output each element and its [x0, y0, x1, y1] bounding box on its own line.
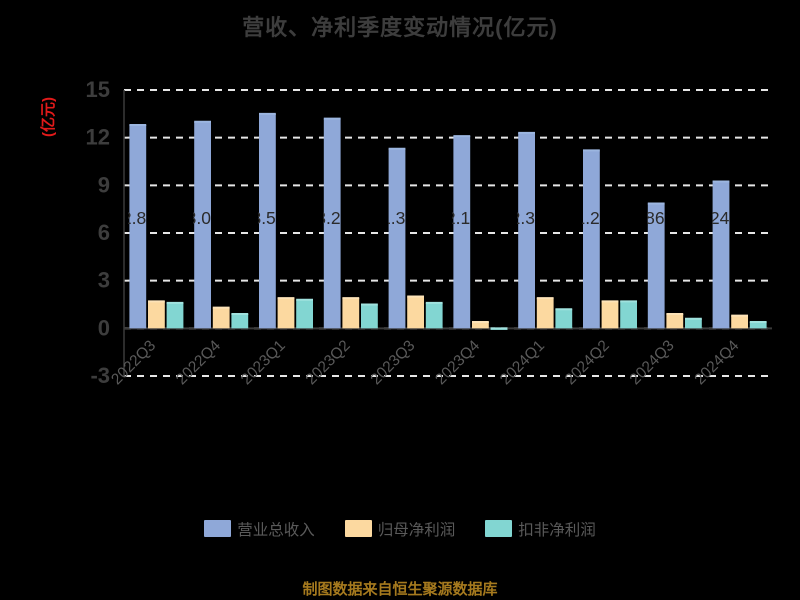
svg-text:2023Q1: 2023Q1	[238, 337, 289, 388]
svg-text:2023Q4: 2023Q4	[432, 337, 483, 388]
svg-text:-3: -3	[90, 363, 110, 388]
svg-text:12: 12	[86, 125, 110, 150]
svg-text:2022Q4: 2022Q4	[173, 337, 224, 388]
svg-text:15: 15	[86, 77, 110, 102]
svg-text:3: 3	[98, 268, 110, 293]
svg-text:2023Q3: 2023Q3	[367, 337, 418, 388]
svg-text:2024Q2: 2024Q2	[562, 337, 613, 388]
svg-text:6: 6	[98, 220, 110, 245]
svg-text:2022Q3: 2022Q3	[108, 337, 159, 388]
svg-text:2024Q1: 2024Q1	[497, 337, 548, 388]
svg-text:9: 9	[98, 172, 110, 197]
svg-text:2024Q3: 2024Q3	[627, 337, 678, 388]
svg-text:2023Q2: 2023Q2	[303, 337, 354, 388]
svg-text:2024Q4: 2024Q4	[691, 337, 742, 388]
svg-text:0: 0	[98, 315, 110, 340]
